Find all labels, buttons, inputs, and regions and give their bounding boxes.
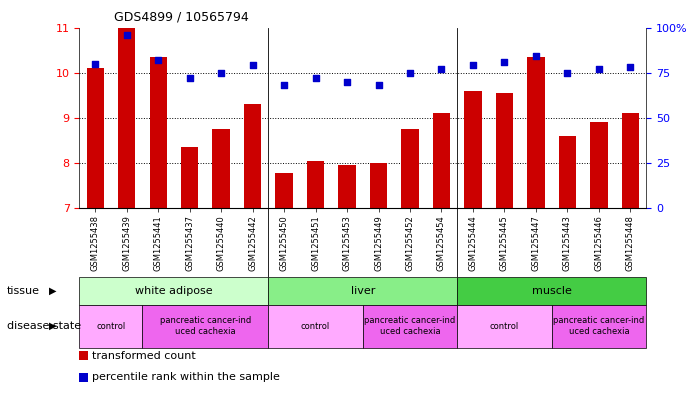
Point [531,53,542,60]
Bar [118,28,135,208]
Text: muscle: muscle [531,286,571,296]
Text: pancreatic cancer-ind
uced cachexia: pancreatic cancer-ind uced cachexia [553,316,645,336]
Bar [363,305,457,348]
Bar [268,305,363,348]
Point [184,75,195,81]
Point [216,70,227,76]
Bar [551,305,646,348]
Point [499,59,510,65]
Bar [339,165,356,208]
Point [310,75,321,81]
Bar [79,305,142,348]
Bar [590,122,607,208]
Bar [433,113,450,208]
Text: disease state: disease state [7,321,81,331]
Bar [212,129,230,208]
Text: liver: liver [350,286,375,296]
Bar [307,161,324,208]
Point [341,79,352,85]
Bar [149,57,167,208]
Text: pancreatic cancer-ind
uced cachexia: pancreatic cancer-ind uced cachexia [160,316,251,336]
Text: control: control [301,322,330,331]
Bar [181,147,198,208]
Point [562,70,573,76]
Bar [142,305,268,348]
Text: ▶: ▶ [50,321,57,331]
Bar [268,277,457,305]
Point [625,64,636,70]
Bar [401,129,419,208]
Bar [457,277,646,305]
Text: control: control [490,322,519,331]
Text: ▶: ▶ [50,286,57,296]
Text: GDS4899 / 10565794: GDS4899 / 10565794 [114,11,249,24]
Bar [464,91,482,208]
Bar [79,277,268,305]
Point [247,62,258,69]
Bar [559,136,576,208]
Point [373,82,384,88]
Text: pancreatic cancer-ind
uced cachexia: pancreatic cancer-ind uced cachexia [364,316,455,336]
Point [436,66,447,72]
Bar [244,104,261,208]
Text: tissue: tissue [7,286,40,296]
Text: control: control [96,322,126,331]
Point [153,57,164,63]
Text: percentile rank within the sample: percentile rank within the sample [92,372,280,382]
Point [278,82,290,88]
Point [594,66,605,72]
Bar [276,173,293,208]
Point [121,31,132,38]
Point [467,62,478,69]
Point [404,70,415,76]
Bar [527,57,545,208]
Bar [86,68,104,208]
Text: white adipose: white adipose [135,286,213,296]
Text: transformed count: transformed count [92,351,196,361]
Bar [622,113,639,208]
Point [90,61,101,67]
Bar [457,305,551,348]
Bar [370,163,387,208]
Bar [495,93,513,208]
